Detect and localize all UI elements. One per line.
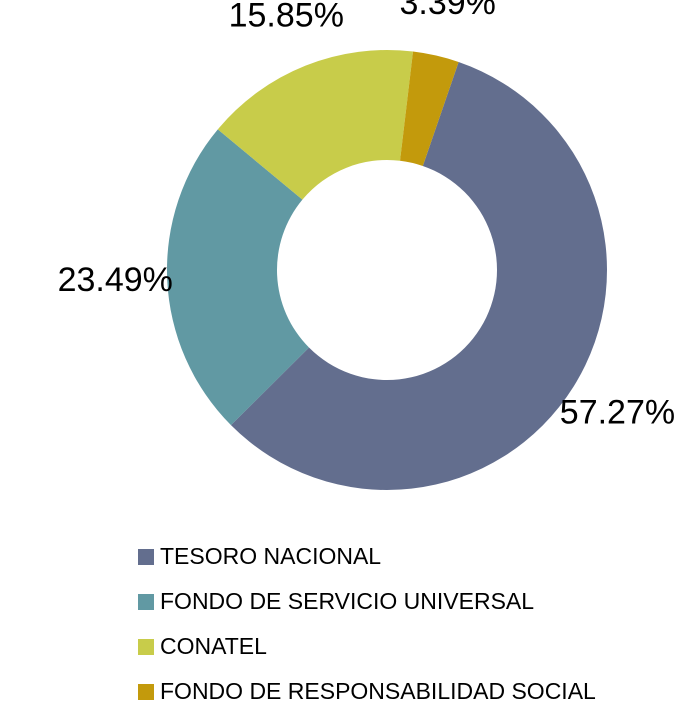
legend-label: FONDO DE SERVICIO UNIVERSAL	[160, 588, 534, 614]
legend-swatch	[138, 639, 154, 655]
legend-swatch	[138, 594, 154, 610]
legend-label: FONDO DE RESPONSABILIDAD SOCIAL	[160, 678, 596, 704]
legend-label: TESORO NACIONAL	[160, 543, 381, 569]
value-label: 15.85%	[229, 0, 344, 34]
value-label: 23.49%	[58, 261, 173, 299]
slice	[230, 61, 607, 491]
legend-label: CONATEL	[160, 633, 267, 659]
value-label: 3.39%	[400, 0, 496, 22]
slice	[166, 129, 309, 426]
slice	[400, 51, 459, 166]
legend-swatch	[138, 549, 154, 565]
value-label: 57.27%	[560, 393, 675, 431]
slice	[217, 50, 414, 200]
legend-swatch	[138, 684, 154, 700]
